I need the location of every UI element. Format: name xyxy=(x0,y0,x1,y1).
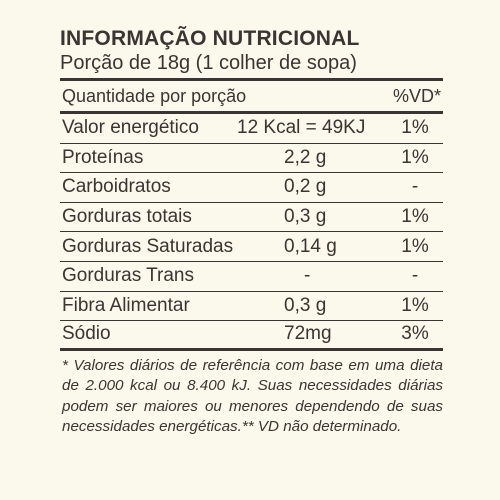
table-row-protein: Proteínas 2,2 g 1% xyxy=(60,144,443,174)
nutrient-name: Gorduras totais xyxy=(62,206,192,228)
nutrition-title: INFORMAÇÃO NUTRICIONAL xyxy=(60,27,360,50)
nutrient-amount: - xyxy=(304,265,311,287)
portion-size: Porção de 18g (1 colher de sopa) xyxy=(60,52,443,81)
nutrient-vd: 1% xyxy=(401,206,429,228)
footnote: * Valores diários de referência com base… xyxy=(62,356,443,436)
nutrient-name: Gorduras Saturadas xyxy=(62,235,234,257)
nutrient-name: Proteínas xyxy=(62,146,144,168)
nutrient-amount: 0,14 g xyxy=(284,235,337,257)
nutrient-vd: 1% xyxy=(401,117,429,139)
table-row-energy: Valor energético 12 Kcal = 49KJ 1% xyxy=(60,114,443,144)
nutrient-amount: 0,2 g xyxy=(284,176,327,198)
nutrient-name: Gorduras Trans xyxy=(62,265,194,287)
nutrient-amount: 12 Kcal = 49KJ xyxy=(237,117,366,139)
table-row-sodium: Sódio 72mg 3% xyxy=(60,321,443,351)
nutrient-amount: 2,2 g xyxy=(284,146,327,168)
table-row-trans-fat: Gorduras Trans - - xyxy=(60,262,443,292)
quantity-per-portion-label: Quantidade por porção xyxy=(62,85,247,106)
table-row-total-fat: Gorduras totais 0,3 g 1% xyxy=(60,203,443,233)
nutrient-vd: 1% xyxy=(401,294,429,316)
nutrient-amount: 0,3 g xyxy=(284,294,327,316)
nutrition-facts-panel: INFORMAÇÃO NUTRICIONAL Porção de 18g (1 … xyxy=(60,27,443,438)
nutrient-name: Sódio xyxy=(62,323,111,345)
nutrient-name: Valor energético xyxy=(62,117,199,139)
table-row-saturated-fat: Gorduras Saturadas 0,14 g 1% xyxy=(60,232,443,262)
nutrient-vd: 1% xyxy=(401,146,429,168)
nutrient-vd: 1% xyxy=(401,235,429,257)
table-row-fiber: Fibra Alimentar 0,3 g 1% xyxy=(60,292,443,322)
nutrient-name: Fibra Alimentar xyxy=(62,294,190,316)
nutrient-amount: 0,3 g xyxy=(284,206,327,228)
nutrient-vd: 3% xyxy=(401,323,429,345)
nutrient-amount: 72mg xyxy=(284,323,332,345)
nutrient-name: Carboidratos xyxy=(62,176,171,198)
nutrient-vd: - xyxy=(411,265,419,287)
table-header: Quantidade por porção %VD* xyxy=(60,81,443,114)
daily-value-header: %VD* xyxy=(392,85,441,106)
nutrient-vd: - xyxy=(411,176,419,198)
table-row-carbohydrates: Carboidratos 0,2 g - xyxy=(60,173,443,203)
